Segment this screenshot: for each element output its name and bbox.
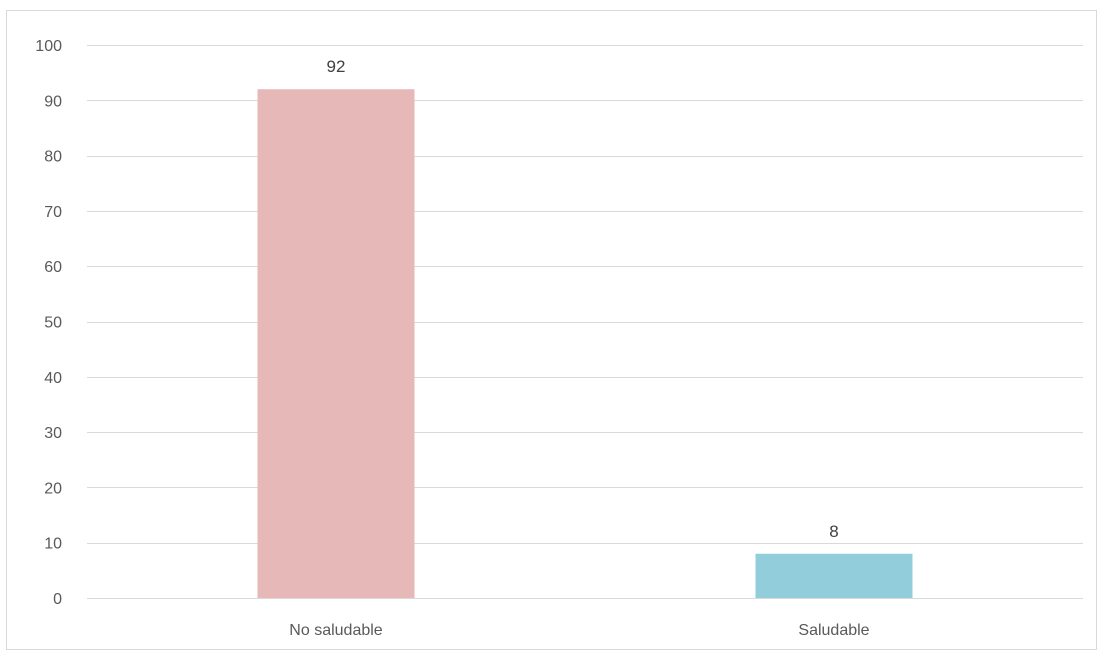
bars <box>257 89 913 599</box>
category-label: Saludable <box>798 622 869 639</box>
data-label: 8 <box>829 522 838 541</box>
y-tick-label: 90 <box>44 93 62 110</box>
x-axis-category-labels: No saludable Saludable <box>289 622 869 639</box>
y-tick-label: 30 <box>44 425 62 442</box>
bar-saludable <box>755 553 913 598</box>
y-tick-label: 100 <box>35 38 62 55</box>
y-tick-label: 0 <box>53 591 62 608</box>
y-tick-label: 80 <box>44 149 62 166</box>
data-label: 92 <box>327 57 346 76</box>
y-tick-label: 60 <box>44 259 62 276</box>
data-labels: 92 8 <box>327 57 839 541</box>
category-label: No saludable <box>289 622 383 639</box>
y-tick-label: 20 <box>44 480 62 497</box>
bar-no-saludable <box>257 89 415 599</box>
y-tick-label: 40 <box>44 370 62 387</box>
y-tick-label: 70 <box>44 204 62 221</box>
y-axis-tick-labels: 0 10 20 30 40 50 60 70 80 90 100 <box>35 38 62 608</box>
gridlines <box>87 45 1083 599</box>
y-tick-label: 50 <box>44 315 62 332</box>
y-tick-label: 10 <box>44 536 62 553</box>
